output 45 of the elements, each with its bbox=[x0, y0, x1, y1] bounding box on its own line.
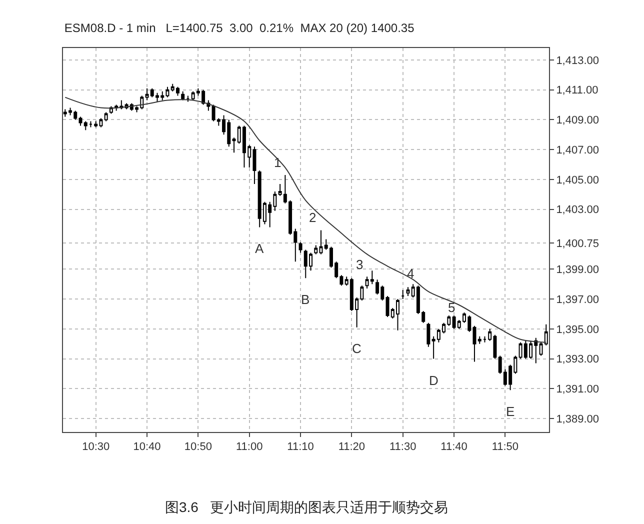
annotation: A bbox=[255, 241, 264, 256]
x-tick-label: 10:40 bbox=[133, 441, 161, 454]
y-tick-label: 1,400.75 bbox=[556, 238, 600, 250]
y-tick-label: 1,393.00 bbox=[556, 354, 600, 366]
y-tick-label: 1,409.00 bbox=[556, 114, 600, 127]
candlestick bbox=[482, 336, 486, 343]
candlestick bbox=[104, 112, 108, 122]
x-tick-label: 11:40 bbox=[440, 441, 468, 454]
chart-title: ESM08.D - 1 min L=1400.75 3.00 0.21% MAX 20 (20) 1400.35 bbox=[64, 20, 415, 35]
y-tick-label: 1,389.00 bbox=[556, 413, 600, 426]
candlestick bbox=[401, 290, 405, 300]
line-series bbox=[64, 96, 547, 343]
caption: 图3.6 更小时间周期的图表只适用于顺势交易 bbox=[165, 499, 448, 515]
candlestick bbox=[181, 90, 185, 101]
candlestick bbox=[186, 95, 190, 102]
y-tick-label: 1,413.00 bbox=[556, 54, 600, 67]
y-tick-label: 1,391.00 bbox=[556, 384, 600, 396]
x-tick-label: 11:30 bbox=[390, 441, 416, 454]
y-tick-label: 1,405.00 bbox=[556, 174, 600, 186]
y-tick-label: 1,407.00 bbox=[556, 144, 600, 156]
annotation: E bbox=[506, 404, 515, 419]
x-tick-label: 10:30 bbox=[82, 441, 110, 454]
annotation: 5 bbox=[448, 300, 456, 315]
candlestick bbox=[298, 242, 302, 254]
y-tick-label: 1,399.00 bbox=[556, 264, 600, 276]
y-tick-label: 1,395.00 bbox=[556, 324, 600, 336]
x-tick-label: 10:50 bbox=[184, 441, 212, 454]
x-tick-label: 11:20 bbox=[338, 441, 366, 454]
x-tick-label: 11:10 bbox=[287, 441, 314, 454]
y-tick-label: 1,411.00 bbox=[556, 84, 598, 97]
candlestick bbox=[426, 322, 430, 348]
annotation: D bbox=[429, 373, 438, 388]
annotation: C bbox=[352, 341, 362, 356]
y-tick-label: 1,397.00 bbox=[556, 294, 600, 306]
y-tick-label: 1,403.00 bbox=[556, 204, 600, 216]
x-tick-label: 11:50 bbox=[492, 441, 519, 454]
x-tick-label: 11:00 bbox=[236, 441, 263, 454]
annotation: 1 bbox=[274, 155, 282, 170]
candlestick bbox=[478, 336, 482, 344]
candlestick bbox=[406, 286, 410, 297]
annotation: B bbox=[301, 292, 310, 307]
candlestick bbox=[88, 120, 92, 128]
annotation: 2 bbox=[309, 210, 316, 225]
annotation: 4 bbox=[407, 266, 414, 281]
annotation: 3 bbox=[356, 257, 364, 272]
